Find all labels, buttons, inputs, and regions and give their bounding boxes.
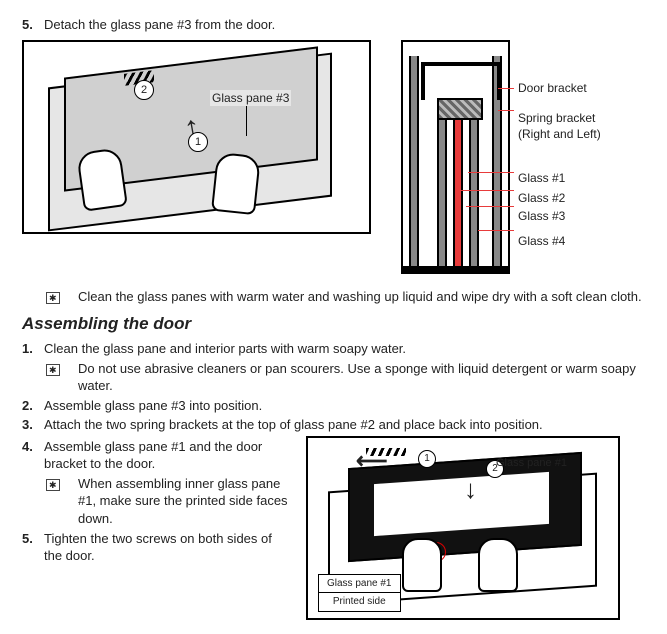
step-number: 1. [22,340,44,358]
label-spring-bracket: Spring bracket (Right and Left) [518,110,601,142]
step-text: Attach the two spring brackets at the to… [44,416,543,434]
label-glass-1: Glass #1 [518,170,601,186]
printed-side-callout: Glass pane #1 Printed side [318,574,401,612]
step-marker-1: 1 [188,132,208,152]
section-assembling-title: Assembling the door [22,313,645,336]
assemble-step-4: 4. Assemble glass pane #1 and the door b… [22,438,292,473]
label-glass-2: Glass #2 [518,190,601,206]
cleaning-note: ✱ Clean the glass panes with warm water … [46,288,645,306]
note-text: When assembling inner glass pane #1, mak… [78,475,292,528]
assemble-step-2: 2. Assemble glass pane #3 into position. [22,397,645,415]
step-number: 2. [22,397,44,415]
step-text: Detach the glass pane #3 from the door. [44,16,275,34]
note-text: Clean the glass panes with warm water an… [78,288,642,306]
figures-row: ↑ 1 2 Glass pane #3 Door bracket [22,40,645,274]
step-text: Assemble glass pane #1 and the door brac… [44,438,292,473]
step-number: 3. [22,416,44,434]
figure-assemble-pane: ⟵ ↓ 1 2 Glass pane #1 Glass pane #1 Prin… [306,436,620,620]
hand-icon [478,538,518,592]
glass-pane-3-label: Glass pane #3 [210,90,291,106]
callout-title: Glass pane #1 [319,575,400,594]
figure-cross-section [401,40,510,274]
figure-cross-section-wrap: Door bracket Spring bracket (Right and L… [401,40,601,274]
figure-detach-pane: ↑ 1 2 Glass pane #3 [22,40,371,234]
step-text: Tighten the two screws on both sides of … [44,530,292,565]
assemble-step-4-note: ✱ When assembling inner glass pane #1, m… [46,475,292,528]
step-marker-2: 2 [134,80,154,100]
callout-text: Printed side [319,593,400,611]
assemble-step-1: 1. Clean the glass pane and interior par… [22,340,645,358]
note-text: Do not use abrasive cleaners or pan scou… [78,360,645,395]
note-icon: ✱ [46,360,78,395]
step-number: 5. [22,530,44,548]
label-glass-4: Glass #4 [518,233,601,249]
hand-icon [402,538,442,592]
note-icon: ✱ [46,475,78,528]
label-door-bracket: Door bracket [518,80,601,96]
note-icon: ✱ [46,288,78,306]
cross-section-labels: Door bracket Spring bracket (Right and L… [518,40,601,249]
step-text: Assemble glass pane #3 into position. [44,397,262,415]
assemble-step-1-note: ✱ Do not use abrasive cleaners or pan sc… [46,360,645,395]
arrow-down-icon: ↓ [464,472,477,507]
step-number: 5. [22,16,44,34]
step-5: 5. Detach the glass pane #3 from the doo… [22,16,645,34]
hand-icon [211,151,261,214]
step-number: 4. [22,438,44,456]
assemble-step-5: 5. Tighten the two screws on both sides … [22,530,292,565]
label-glass-3: Glass #3 [518,208,601,224]
assemble-step-3: 3. Attach the two spring brackets at the… [22,416,645,434]
step-marker-1: 1 [418,450,436,468]
glass-pane-1-label: Glass pane #1 [496,456,567,471]
steps-4-5-with-figure: 4. Assemble glass pane #1 and the door b… [22,436,645,620]
step-text: Clean the glass pane and interior parts … [44,340,406,358]
